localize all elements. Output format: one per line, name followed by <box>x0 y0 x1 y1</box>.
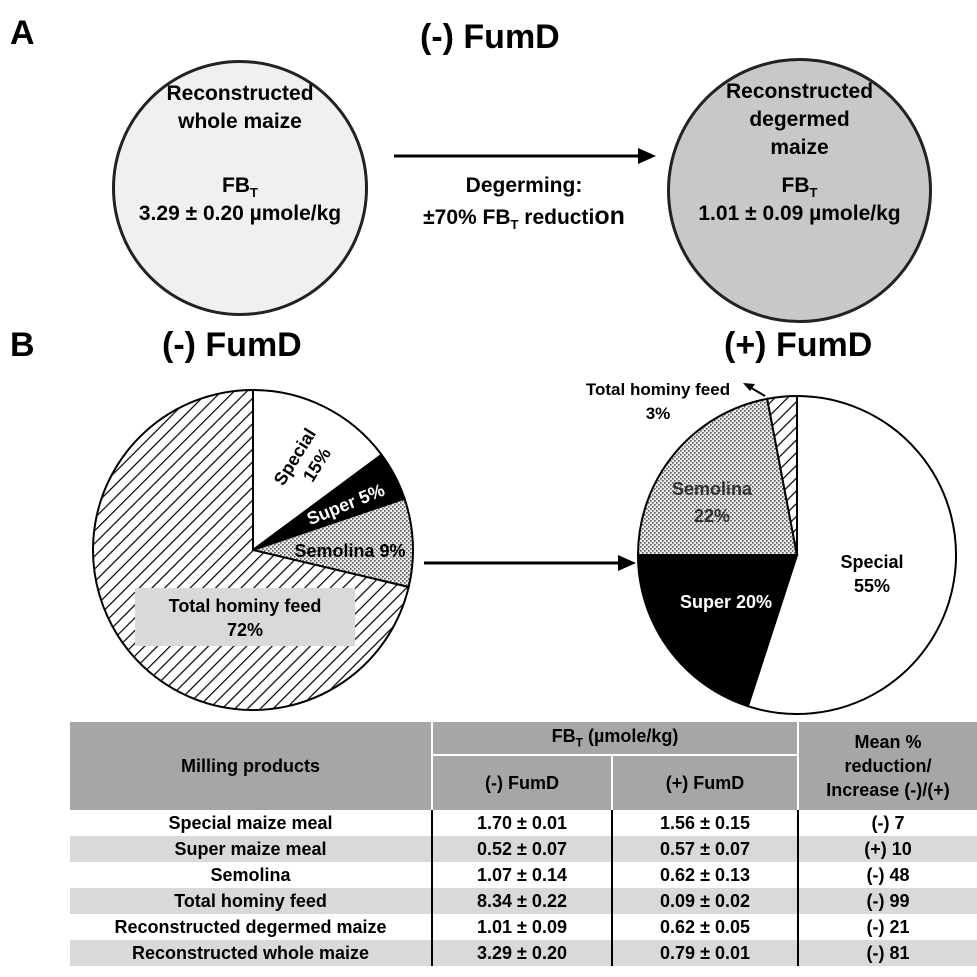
header-minus-fumd: (-) FumD <box>431 755 612 810</box>
whole-maize-fb-value: 3.29 ± 0.20 µmole/kg <box>138 202 342 225</box>
table-row: Special maize meal 1.70 ± 0.01 1.56 ± 0.… <box>70 810 977 836</box>
pie-arrow-head <box>618 555 636 571</box>
cell-minus: 1.07 ± 0.14 <box>431 862 612 888</box>
cell-product: Reconstructed whole maize <box>70 940 432 966</box>
table-row: Reconstructed degermed maize 1.01 ± 0.09… <box>70 914 977 940</box>
cell-plus: 0.62 ± 0.13 <box>610 862 799 888</box>
hominy-callout-head <box>743 383 755 391</box>
pie-slice-special <box>746 394 957 715</box>
degermed-maize-fb: FBT <box>781 174 818 201</box>
milling-table: Milling products FBT (µmole/kg) Mean % r… <box>70 722 977 966</box>
degerming-label: Degerming: <box>465 174 583 197</box>
cell-minus: 1.01 ± 0.09 <box>431 914 612 940</box>
pie-right <box>636 394 957 715</box>
cell-change: (-) 48 <box>797 862 977 888</box>
panel-b-left-title: (-) FumD <box>162 326 302 364</box>
table-row: Total hominy feed 8.34 ± 0.22 0.09 ± 0.0… <box>70 888 977 914</box>
cell-plus: 0.09 ± 0.02 <box>610 888 799 914</box>
cell-minus: 1.70 ± 0.01 <box>431 810 612 836</box>
header-milling-products: Milling products <box>70 722 432 810</box>
cell-plus: 0.79 ± 0.01 <box>610 940 799 966</box>
pie-slice-semolina <box>636 397 799 556</box>
right-hominy-name: Total hominy feed <box>586 380 730 399</box>
cell-minus: 8.34 ± 0.22 <box>431 888 612 914</box>
header-plus-fumd: (+) FumD <box>610 755 799 810</box>
cell-plus: 0.62 ± 0.05 <box>610 914 799 940</box>
cell-change: (-) 81 <box>797 940 977 966</box>
cell-change: (+) 10 <box>797 836 977 862</box>
degerming-arrow <box>394 148 656 164</box>
right-special-pct: 55% <box>854 576 890 596</box>
header-mean-change: Mean % reduction/ Increase (-)/(+) <box>797 722 977 810</box>
cell-product: Special maize meal <box>70 810 432 836</box>
cell-change: (-) 7 <box>797 810 977 836</box>
pie-slice-total-hominy-feed <box>766 394 798 556</box>
pie-slice-special <box>252 388 383 552</box>
cell-minus: 0.52 ± 0.07 <box>431 836 612 862</box>
pie-charts: Special 15% Super 5% Semolina 9% Total h… <box>92 380 957 715</box>
cell-minus: 3.29 ± 0.20 <box>431 940 612 966</box>
whole-maize-circle <box>112 60 368 316</box>
panel-b-letter: B <box>10 326 35 364</box>
cell-change: (-) 21 <box>797 914 977 940</box>
right-semolina-pct: 22% <box>694 506 730 526</box>
right-semolina-name: Semolina <box>672 479 753 499</box>
panel-a-title: (-) FumD <box>420 18 560 56</box>
pie-slice-semolina <box>249 497 414 589</box>
right-special-name: Special <box>840 552 903 572</box>
cell-product: Reconstructed degermed maize <box>70 914 432 940</box>
degermed-maize-fb-value: 1.01 ± 0.09 µmole/kg <box>698 202 901 225</box>
cell-plus: 0.57 ± 0.07 <box>610 836 799 862</box>
cell-plus: 1.56 ± 0.15 <box>610 810 799 836</box>
header-fb: FBT (µmole/kg) <box>430 722 799 756</box>
table-row: Reconstructed whole maize 3.29 ± 0.20 0.… <box>70 940 977 966</box>
table-row: Super maize meal 0.52 ± 0.07 0.57 ± 0.07… <box>70 836 977 862</box>
panel-b-right-title: (+) FumD <box>724 326 873 364</box>
right-super-label: Super 20% <box>680 592 772 612</box>
left-hominy-pct: 72% <box>227 620 263 640</box>
degerming-reduction: ±70% FBT reduction <box>423 202 625 233</box>
right-hominy-pct: 3% <box>646 404 671 423</box>
cell-product: Super maize meal <box>70 836 432 862</box>
table-row: Semolina 1.07 ± 0.14 0.62 ± 0.13 (-) 48 <box>70 862 977 888</box>
cell-change: (-) 99 <box>797 888 977 914</box>
degermed-maize-label: Reconstructed degermed maize <box>725 80 874 159</box>
whole-maize-label: Reconstructed whole maize <box>166 82 314 133</box>
pie-slice-super <box>636 554 799 708</box>
panel-a-letter: A <box>10 14 35 52</box>
left-semolina-label: Semolina 9% <box>294 541 405 561</box>
whole-maize-fb: FBT <box>222 174 258 201</box>
degermed-maize-circle <box>667 58 932 323</box>
left-hominy-name: Total hominy feed <box>169 596 322 616</box>
cell-product: Total hominy feed <box>70 888 432 914</box>
left-hominy-box <box>135 588 355 646</box>
cell-product: Semolina <box>70 862 432 888</box>
